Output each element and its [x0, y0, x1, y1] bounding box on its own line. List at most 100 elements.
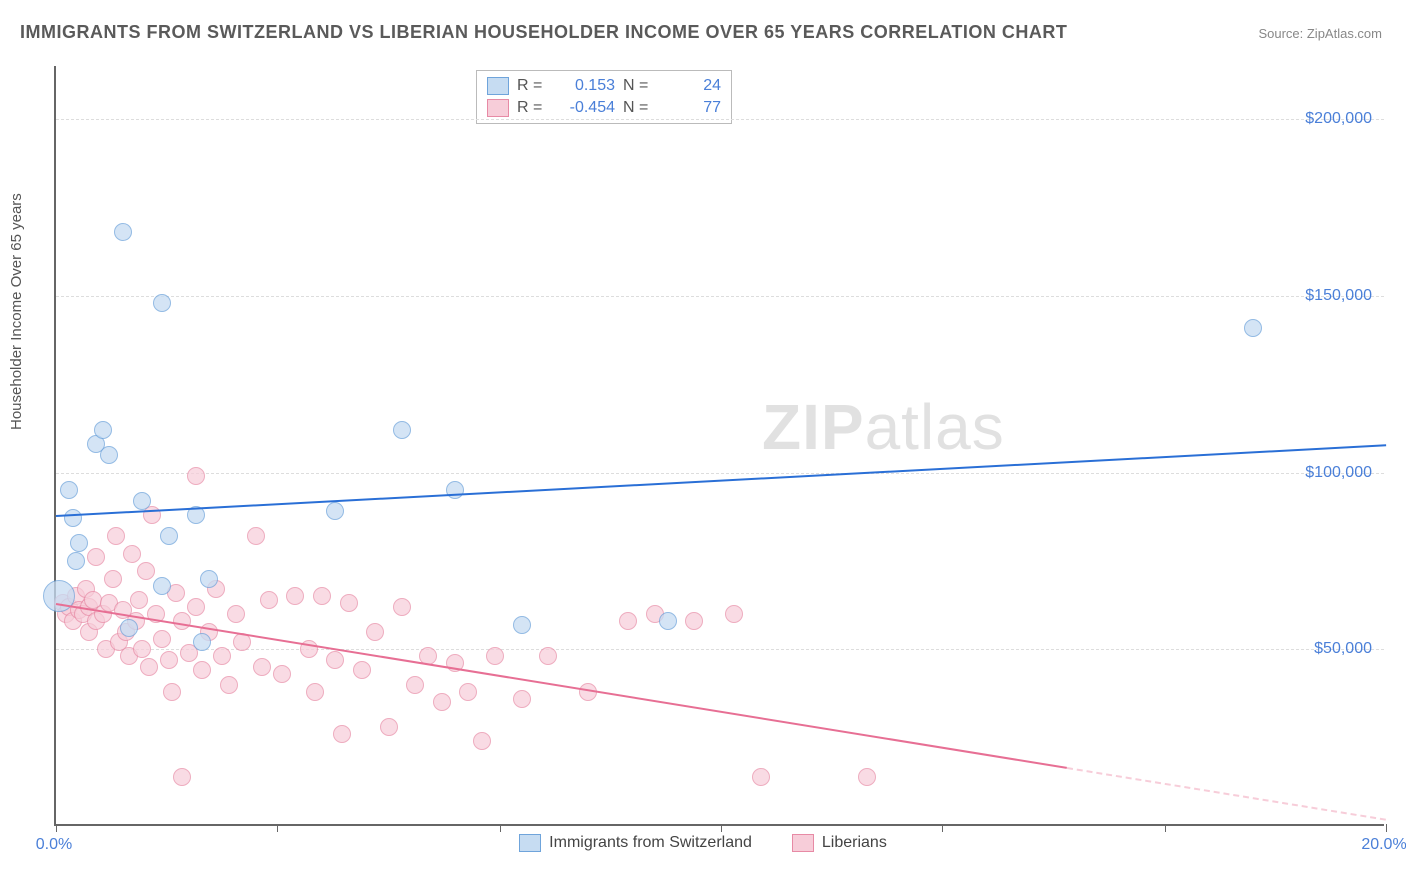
gridline — [56, 649, 1384, 650]
data-point-swiss — [659, 612, 677, 630]
data-point-liberian — [153, 630, 171, 648]
data-point-liberian — [87, 548, 105, 566]
legend-item-liberian: Liberians — [792, 834, 887, 852]
data-point-liberian — [406, 676, 424, 694]
source-prefix: Source: — [1258, 26, 1306, 41]
x-tick-label: 20.0% — [1361, 836, 1406, 854]
data-point-swiss — [446, 481, 464, 499]
r-value-liberian: -0.454 — [555, 99, 615, 117]
data-point-liberian — [260, 591, 278, 609]
data-point-liberian — [513, 690, 531, 708]
data-point-liberian — [173, 612, 191, 630]
y-tick-label: $50,000 — [1314, 640, 1372, 658]
data-point-liberian — [253, 658, 271, 676]
data-point-liberian — [107, 527, 125, 545]
data-point-liberian — [306, 683, 324, 701]
data-point-liberian — [247, 527, 265, 545]
x-tick — [1386, 824, 1387, 832]
data-point-swiss — [67, 552, 85, 570]
data-point-swiss — [64, 509, 82, 527]
y-tick-label: $100,000 — [1305, 464, 1372, 482]
legend-label-swiss: Immigrants from Switzerland — [549, 834, 752, 852]
data-point-liberian — [133, 640, 151, 658]
data-point-liberian — [725, 605, 743, 623]
data-point-liberian — [273, 665, 291, 683]
data-point-liberian — [685, 612, 703, 630]
data-point-liberian — [353, 661, 371, 679]
swatch-liberian-icon — [487, 99, 509, 117]
swatch-swiss-icon — [487, 77, 509, 95]
data-point-swiss — [153, 294, 171, 312]
data-point-liberian — [123, 545, 141, 563]
data-point-liberian — [619, 612, 637, 630]
r-label: R = — [517, 77, 547, 95]
trend-line-liberian — [56, 603, 1067, 769]
r-value-swiss: 0.153 — [555, 77, 615, 95]
data-point-swiss — [153, 577, 171, 595]
swatch-swiss-icon — [519, 834, 541, 852]
data-point-swiss — [133, 492, 151, 510]
data-point-liberian — [539, 647, 557, 665]
data-point-liberian — [459, 683, 477, 701]
data-point-liberian — [286, 587, 304, 605]
chart-title: IMMIGRANTS FROM SWITZERLAND VS LIBERIAN … — [20, 22, 1067, 43]
data-point-liberian — [173, 768, 191, 786]
source-name: ZipAtlas.com — [1307, 26, 1382, 41]
data-point-liberian — [858, 768, 876, 786]
r-label: R = — [517, 99, 547, 117]
data-point-swiss — [94, 421, 112, 439]
data-point-liberian — [213, 647, 231, 665]
n-label: N = — [623, 77, 653, 95]
n-value-swiss: 24 — [661, 77, 721, 95]
legend-row-swiss: R = 0.153 N = 24 — [487, 75, 721, 97]
x-tick-label: 0.0% — [36, 836, 72, 854]
data-point-liberian — [187, 598, 205, 616]
data-point-liberian — [160, 651, 178, 669]
trend-line-swiss — [56, 444, 1386, 517]
watermark: ZIPatlas — [762, 390, 1005, 464]
data-point-liberian — [313, 587, 331, 605]
data-point-swiss — [70, 534, 88, 552]
data-point-swiss — [160, 527, 178, 545]
data-point-liberian — [752, 768, 770, 786]
data-point-swiss — [120, 619, 138, 637]
x-tick — [942, 824, 943, 832]
data-point-liberian — [137, 562, 155, 580]
data-point-liberian — [366, 623, 384, 641]
source-attribution: Source: ZipAtlas.com — [1258, 26, 1382, 41]
n-value-liberian: 77 — [661, 99, 721, 117]
data-point-liberian — [340, 594, 358, 612]
gridline — [56, 119, 1384, 120]
data-point-swiss — [193, 633, 211, 651]
data-point-liberian — [380, 718, 398, 736]
data-point-liberian — [227, 605, 245, 623]
watermark-atlas: atlas — [865, 391, 1005, 463]
data-point-liberian — [326, 651, 344, 669]
data-point-swiss — [393, 421, 411, 439]
data-point-swiss — [100, 446, 118, 464]
n-label: N = — [623, 99, 653, 117]
y-tick-label: $150,000 — [1305, 287, 1372, 305]
correlation-legend: R = 0.153 N = 24 R = -0.454 N = 77 — [476, 70, 732, 124]
data-point-liberian — [473, 732, 491, 750]
x-tick — [277, 824, 278, 832]
x-tick — [56, 824, 57, 832]
legend-label-liberian: Liberians — [822, 834, 887, 852]
trend-line-liberian-extrapolated — [1067, 767, 1387, 821]
y-axis-label: Householder Income Over 65 years — [8, 193, 25, 430]
data-point-liberian — [140, 658, 158, 676]
data-point-liberian — [187, 467, 205, 485]
data-point-swiss — [60, 481, 78, 499]
data-point-liberian — [193, 661, 211, 679]
data-point-liberian — [393, 598, 411, 616]
data-point-liberian — [163, 683, 181, 701]
data-point-swiss — [1244, 319, 1262, 337]
data-point-swiss — [326, 502, 344, 520]
legend-row-liberian: R = -0.454 N = 77 — [487, 97, 721, 119]
data-point-liberian — [104, 570, 122, 588]
gridline — [56, 473, 1384, 474]
series-legend: Immigrants from Switzerland Liberians — [0, 834, 1406, 852]
scatter-plot-area: ZIPatlas R = 0.153 N = 24 R = -0.454 N =… — [54, 66, 1384, 826]
data-point-swiss — [114, 223, 132, 241]
data-point-liberian — [333, 725, 351, 743]
